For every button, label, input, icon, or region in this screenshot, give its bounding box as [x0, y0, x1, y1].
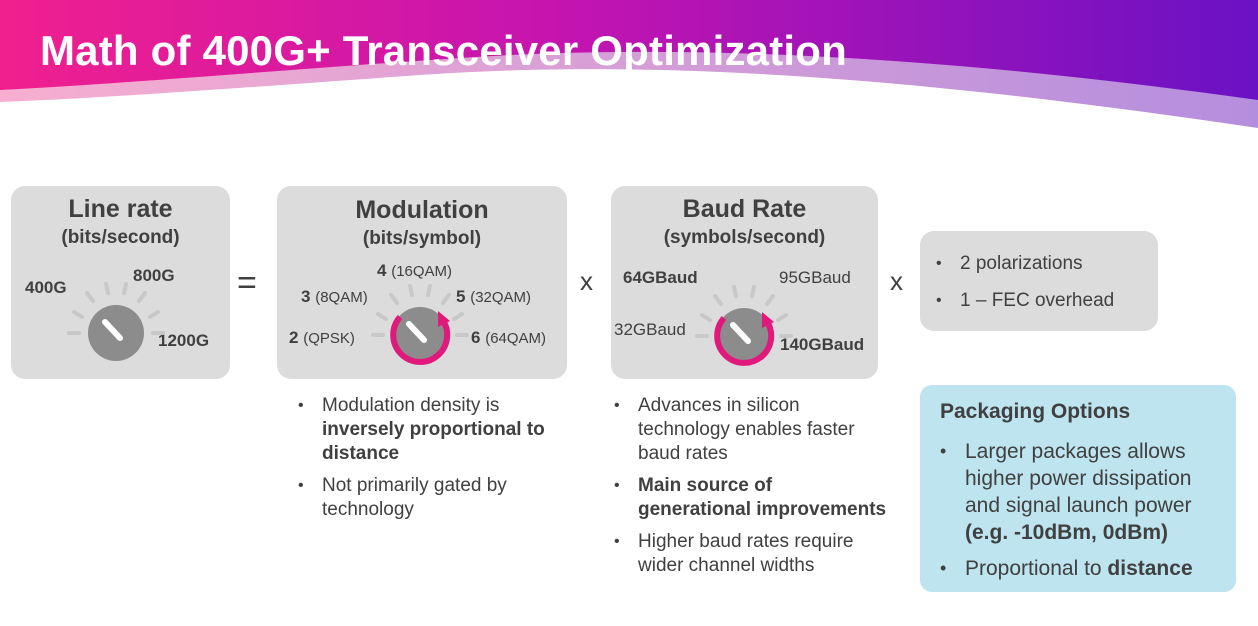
header-banner — [0, 0, 1258, 128]
line-rate-dial-icon — [67, 282, 165, 361]
factors-box: 2 polarizations 1 – FEC overhead — [920, 231, 1158, 331]
modulation-label-32qam: 5 (32QAM) — [456, 287, 532, 306]
line-rate-unit: (bits/second) — [61, 227, 180, 248]
line-rate-box: Line rate (bits/second) 400G 800G 1200G — [11, 186, 230, 379]
baud-label-140: 140GBaud — [780, 335, 865, 354]
packaging-heading: Packaging Options — [940, 400, 1131, 423]
page-title: Math of 400G+ Transceiver Optimization — [40, 27, 847, 74]
list-item: Not primarily gated by technology — [296, 474, 556, 522]
baud-label-95: 95GBaud — [779, 268, 851, 287]
list-item: Main source of generational improvements — [612, 474, 887, 522]
baud-rate-dial-icon — [695, 285, 793, 366]
equals-operator: = — [237, 264, 257, 302]
modulation-bullets: Modulation density is inversely proporti… — [296, 394, 556, 530]
line-rate-label-800g: 800G — [133, 266, 175, 285]
baud-label-64: 64GBaud — [623, 268, 698, 287]
line-rate-label-1200g: 1200G — [158, 331, 210, 350]
times-operator-2: x — [890, 266, 903, 296]
factor-item: 2 polarizations — [934, 252, 1154, 276]
modulation-label-qpsk: 2 (QPSK) — [289, 328, 355, 347]
modulation-label-64qam: 6 (64QAM) — [471, 328, 547, 347]
modulation-box: Modulation (bits/symbol) 2 (QPSK) 3 (8QA… — [277, 186, 567, 379]
modulation-unit: (bits/symbol) — [362, 228, 482, 249]
list-item: Proportional to distance — [940, 555, 1230, 582]
baud-rate-box: Baud Rate (symbols/second) 32GBaud 64GBa… — [611, 186, 878, 379]
factor-item: 1 – FEC overhead — [934, 289, 1154, 313]
baud-rate-bullets: Advances in silicon technology enables f… — [612, 394, 887, 586]
baud-rate-unit: (symbols/second) — [663, 227, 826, 248]
times-operator-1: x — [580, 266, 593, 296]
line-rate-heading: Line rate — [68, 195, 173, 223]
modulation-label-8qam: 3 (8QAM) — [301, 287, 368, 306]
modulation-label-16qam: 4 (16QAM) — [377, 261, 453, 280]
list-item: Advances in silicon technology enables f… — [612, 394, 887, 466]
modulation-heading: Modulation — [355, 196, 489, 224]
baud-label-32: 32GBaud — [614, 320, 686, 339]
list-item: Modulation density is inversely proporti… — [296, 394, 556, 466]
list-item: Higher baud rates require wider channel … — [612, 530, 887, 578]
modulation-dial-icon — [371, 284, 469, 365]
packaging-options-box: Packaging Options Larger packages allows… — [920, 385, 1236, 592]
list-item: Larger packages allows higher power diss… — [940, 438, 1230, 546]
baud-rate-heading: Baud Rate — [682, 195, 807, 223]
line-rate-label-400g: 400G — [25, 278, 67, 297]
